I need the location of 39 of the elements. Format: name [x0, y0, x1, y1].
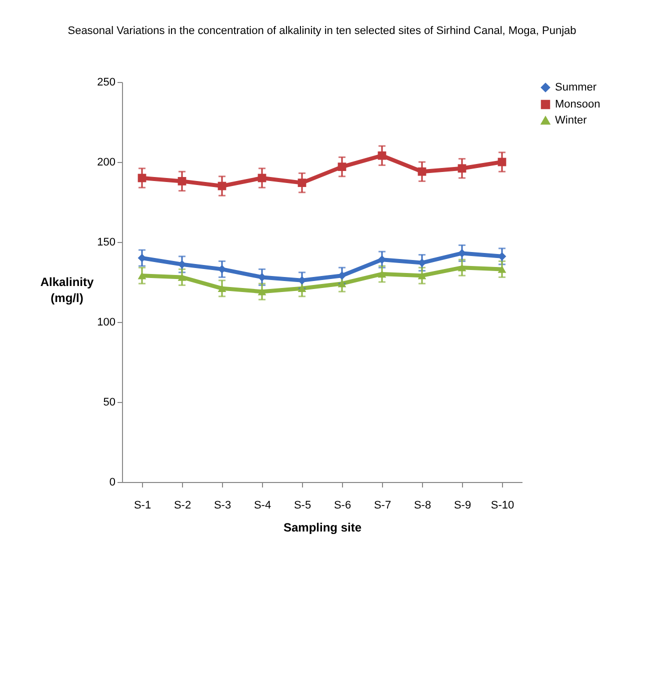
point	[338, 271, 346, 280]
point	[458, 164, 466, 173]
x-tick-label: S-8	[414, 500, 432, 512]
x-tick-label: S-5	[294, 500, 312, 512]
x-tick-label: S-1	[134, 500, 152, 512]
point	[298, 178, 306, 187]
x-tick-label: S-4	[254, 500, 272, 512]
point	[138, 174, 146, 182]
y-tick-label: 200	[97, 156, 116, 168]
point	[298, 284, 306, 292]
point	[378, 270, 386, 278]
chart-title: Seasonal Variations in the concentration of alkalinity in ten selected sites of Sirhind Canal, Moga, Punjab	[68, 25, 576, 37]
point	[178, 274, 186, 281]
legend-label: Winter	[555, 114, 588, 126]
y-tick-label: 150	[97, 236, 116, 248]
x-tick-label: S-10	[490, 500, 514, 512]
x-tick-label: S-7	[374, 500, 392, 512]
point	[498, 158, 506, 166]
point	[338, 162, 346, 171]
y-tick-label: 50	[103, 396, 116, 408]
x-tick-label: S-9	[454, 500, 472, 512]
legend-label: Summer	[555, 82, 597, 94]
point	[178, 177, 186, 186]
x-tick-label: S-6	[334, 500, 352, 512]
x-tick-label: S-2	[174, 500, 192, 512]
y-tick-label: 100	[97, 316, 116, 328]
point	[498, 266, 506, 273]
point	[378, 151, 386, 160]
y-tick-label: 0	[109, 476, 116, 488]
point	[298, 276, 306, 285]
point	[218, 284, 226, 292]
legend-label: Monsoon	[555, 98, 600, 110]
point	[418, 167, 426, 176]
x-axis-title: Sampling site	[283, 520, 362, 534]
point	[258, 174, 266, 182]
y-axis-title: Alkalinity (mg/l)	[40, 275, 94, 305]
x-tick-label: S-3	[214, 500, 232, 512]
y-tick-label: 250	[97, 76, 116, 88]
point	[218, 182, 226, 190]
